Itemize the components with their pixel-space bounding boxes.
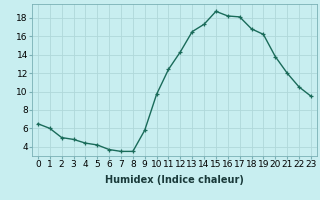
X-axis label: Humidex (Indice chaleur): Humidex (Indice chaleur) [105,175,244,185]
